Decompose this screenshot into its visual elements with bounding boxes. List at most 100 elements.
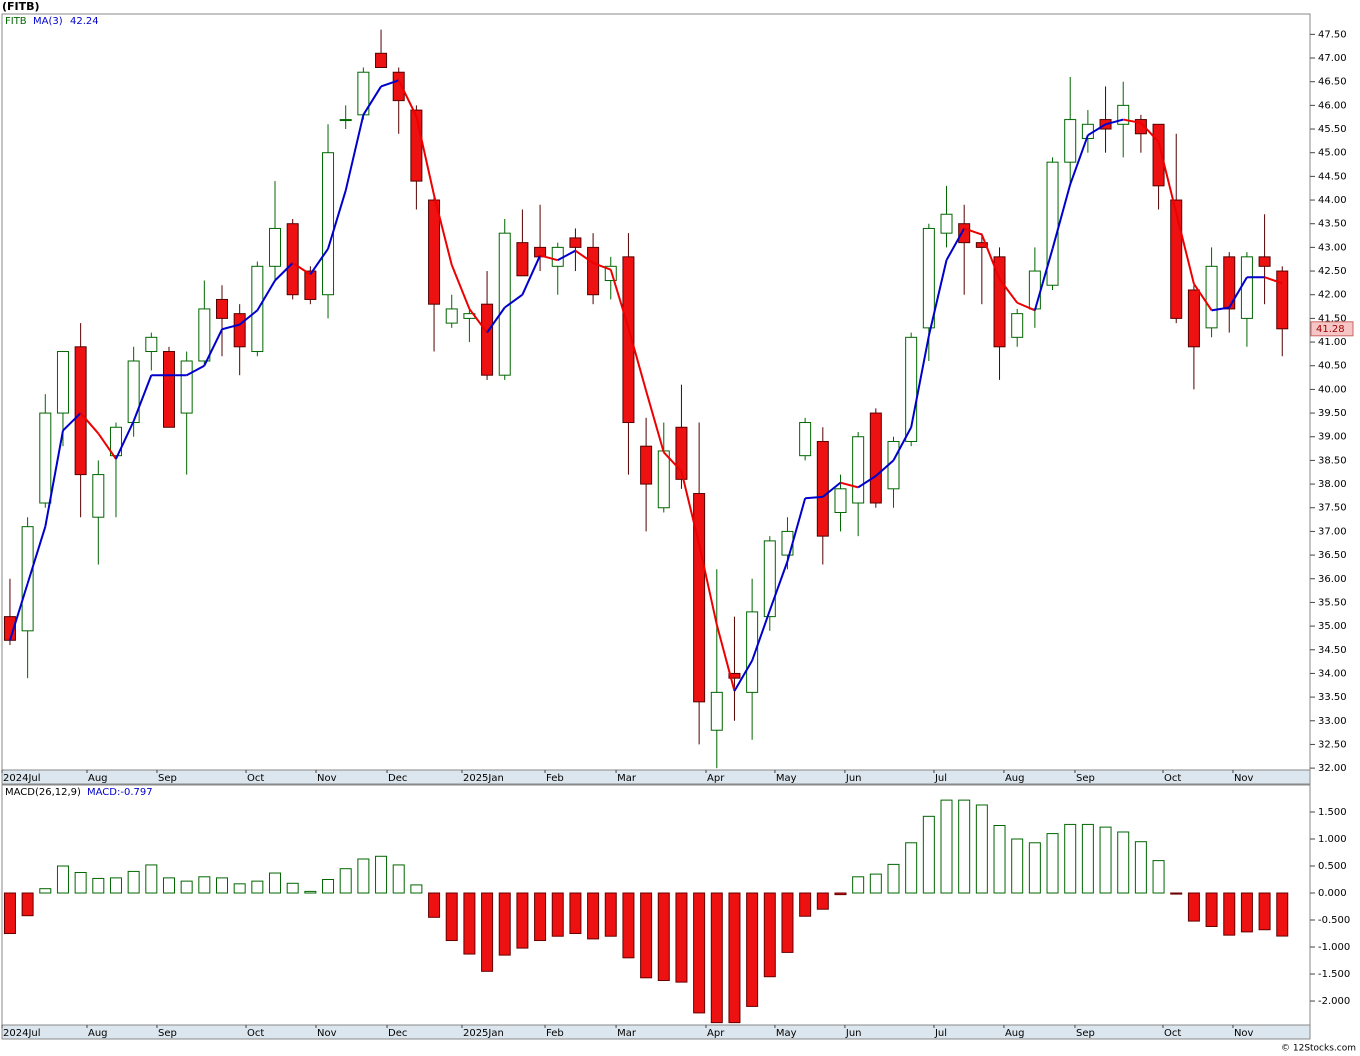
ma-segment — [998, 278, 1018, 304]
y-tick-label: 39.50 — [1318, 408, 1347, 419]
y-tick-label: 47.50 — [1318, 29, 1347, 40]
macd-bar — [887, 863, 900, 894]
y-tick-label: 42.00 — [1318, 290, 1347, 301]
macd-bar — [1240, 892, 1253, 933]
macd-bar — [569, 892, 582, 935]
ma-segment — [292, 262, 311, 276]
macd-bar — [1134, 841, 1147, 894]
candle-body — [375, 52, 388, 68]
ma-segment — [79, 412, 100, 435]
y-tick-label: 34.00 — [1318, 668, 1347, 679]
x-tick-label: Jul — [934, 1028, 947, 1039]
ma-segment — [327, 190, 347, 250]
candle-body — [640, 445, 653, 485]
candle-body — [445, 308, 458, 324]
candle-body — [569, 237, 582, 248]
candle-body — [1046, 161, 1059, 286]
candle-body — [993, 256, 1006, 348]
candle-body — [56, 351, 69, 414]
ma-segment — [875, 459, 895, 477]
candle-body — [1205, 265, 1218, 329]
ma-segment — [486, 306, 506, 334]
candle-body — [481, 303, 494, 376]
x-tick-label: Aug — [88, 773, 108, 784]
y-tick-label: 41.50 — [1318, 313, 1347, 324]
candle-body — [746, 611, 759, 693]
candle-body — [799, 422, 812, 457]
macd-bar — [269, 872, 282, 894]
macd-bar — [428, 892, 441, 918]
y-tick-label: 42.50 — [1318, 266, 1347, 277]
candle-body — [304, 270, 317, 300]
candle-body — [21, 526, 34, 632]
x-tick-label: Sep — [158, 1028, 177, 1039]
ma-segment — [751, 610, 771, 661]
y-tick-label: 45.50 — [1318, 124, 1347, 135]
candle-body — [1152, 123, 1165, 187]
y-tick-label: 0.000 — [1318, 888, 1347, 899]
ma-segment — [627, 327, 648, 392]
y-tick-label: 41.00 — [1318, 337, 1347, 348]
candle-body — [92, 474, 105, 518]
ma-segment — [945, 227, 966, 261]
y-tick-label: 47.00 — [1318, 53, 1347, 64]
ma-segment — [857, 475, 877, 489]
candle-body — [233, 313, 246, 348]
macd-bar — [905, 842, 918, 894]
macd-bar — [198, 876, 211, 894]
ma-segment — [822, 481, 842, 498]
y-tick-label: 39.00 — [1318, 432, 1347, 443]
x-tick-label: Dec — [388, 1028, 407, 1039]
ma-segment — [203, 328, 223, 367]
x-tick-label: Jun — [845, 1028, 862, 1039]
candle-body — [39, 412, 52, 504]
ma-segment — [592, 262, 612, 271]
x-tick-label: Oct — [247, 773, 264, 784]
candle-body — [410, 109, 423, 182]
candle-body — [604, 265, 617, 282]
last-price-box — [1310, 321, 1354, 337]
ma-segment — [186, 364, 205, 377]
x-tick-label: Sep — [1076, 1028, 1095, 1039]
y-tick-label: 44.50 — [1318, 171, 1347, 182]
macd-bar — [516, 892, 529, 949]
macd-bar — [834, 892, 847, 896]
x-tick-label: Aug — [88, 1028, 108, 1039]
macd-bar — [322, 879, 335, 894]
ma-segment — [1211, 306, 1230, 312]
macd-bar — [1064, 823, 1077, 894]
candle-body — [905, 336, 918, 442]
candle-body — [693, 493, 706, 703]
macd-bar — [869, 873, 882, 894]
macd-bar — [1152, 860, 1165, 894]
candle-body — [1258, 256, 1271, 267]
ma-segment — [733, 660, 753, 692]
candle-body — [763, 540, 776, 618]
y-tick-label: -0.500 — [1318, 915, 1350, 926]
x-tick-label: 2024Jul — [3, 1028, 41, 1039]
macd-bar — [1223, 892, 1236, 936]
candle-body — [1028, 270, 1041, 310]
y-tick-label: 38.00 — [1318, 479, 1347, 490]
x-tick-label: Jun — [845, 773, 862, 784]
macd-bar — [604, 892, 617, 937]
ma-segment — [963, 227, 983, 236]
y-tick-label: 38.50 — [1318, 455, 1347, 466]
macd-bar — [940, 799, 953, 894]
macd-bar — [56, 865, 69, 894]
macd-bar — [852, 876, 865, 894]
macd-bar — [357, 858, 370, 894]
x-tick-label: Dec — [388, 773, 407, 784]
ma-segment — [1140, 122, 1160, 143]
ma-segment — [805, 495, 823, 500]
ma-segment — [97, 432, 117, 460]
macd-bar — [392, 864, 405, 894]
x-tick-label: 2025Jan — [463, 1028, 504, 1039]
last-price-label: 41.28 — [1316, 324, 1345, 335]
x-tick-label: Nov — [1234, 1028, 1254, 1039]
candle-body — [1240, 256, 1253, 319]
chart-title: (FITB) — [2, 0, 40, 13]
macd-bar — [180, 880, 193, 894]
macd-bar — [657, 892, 670, 981]
x-tick-label: May — [776, 773, 797, 784]
